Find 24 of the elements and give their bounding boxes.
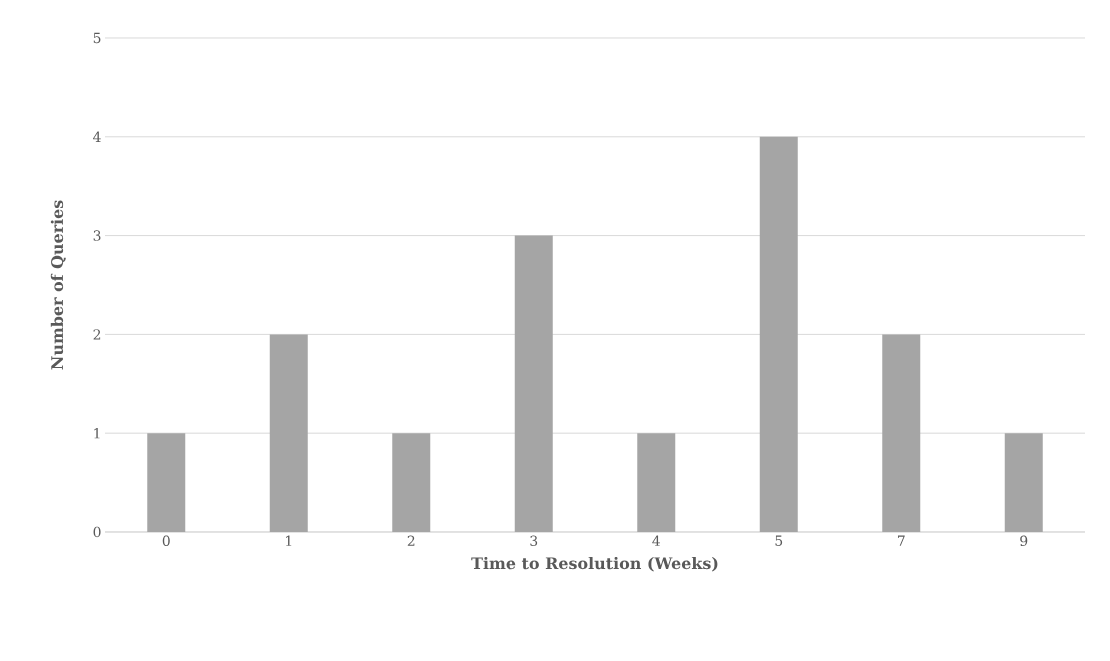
x-tick-label: 9 xyxy=(1020,535,1028,547)
y-tick-label: 2 xyxy=(93,329,101,340)
x-axis-title: Time to Resolution (Weeks) xyxy=(471,556,718,572)
bar xyxy=(147,433,186,532)
bar xyxy=(1004,433,1043,532)
bar xyxy=(637,433,676,532)
y-tick-label: 4 xyxy=(93,131,101,142)
bar xyxy=(392,433,431,532)
y-tick-label: 1 xyxy=(94,428,100,439)
bar xyxy=(882,334,921,532)
y-tick-label: 3 xyxy=(93,230,101,241)
bar xyxy=(759,136,798,532)
bar xyxy=(269,334,308,532)
y-tick-label: 5 xyxy=(93,32,101,44)
x-tick-label: 2 xyxy=(407,535,415,546)
x-tick-label: 3 xyxy=(530,535,538,547)
y-tick-label: 0 xyxy=(93,526,101,538)
y-axis-title: Number of Queries xyxy=(50,200,66,370)
x-tick-label: 4 xyxy=(652,535,660,546)
bar xyxy=(514,235,553,532)
x-tick-label: 0 xyxy=(162,535,170,547)
x-tick-label: 5 xyxy=(775,535,783,546)
x-tick-label: 1 xyxy=(286,535,292,546)
x-tick-label: 7 xyxy=(897,535,905,546)
